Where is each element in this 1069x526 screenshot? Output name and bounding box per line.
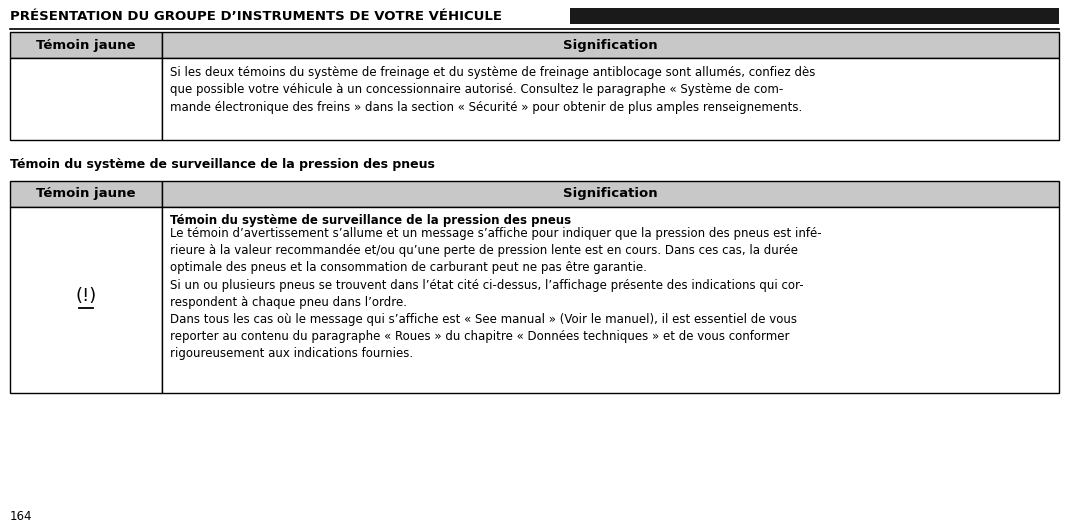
Bar — [162, 32, 1059, 58]
Text: Si les deux témoins du système de freinage et du système de freinage antiblocage: Si les deux témoins du système de freina… — [170, 66, 816, 114]
Text: Signification: Signification — [563, 187, 657, 200]
Text: Signification: Signification — [563, 38, 657, 52]
Text: Témoin du système de surveillance de la pression des pneus: Témoin du système de surveillance de la … — [170, 214, 571, 227]
Bar — [570, 8, 1059, 24]
Text: PRÉSENTATION DU GROUPE D’INSTRUMENTS DE VOTRE VÉHICULE: PRÉSENTATION DU GROUPE D’INSTRUMENTS DE … — [10, 9, 502, 23]
Bar — [162, 207, 1059, 393]
Text: (!): (!) — [76, 287, 96, 305]
Text: Témoin jaune: Témoin jaune — [36, 187, 136, 200]
Bar — [10, 32, 162, 58]
Text: 164: 164 — [10, 510, 32, 523]
Text: Témoin jaune: Témoin jaune — [36, 38, 136, 52]
Bar — [10, 58, 162, 140]
Bar — [162, 58, 1059, 140]
Text: Le témoin d’avertissement s’allume et un message s’affiche pour indiquer que la : Le témoin d’avertissement s’allume et un… — [170, 227, 822, 360]
Bar — [162, 181, 1059, 207]
Text: Témoin du système de surveillance de la pression des pneus: Témoin du système de surveillance de la … — [10, 158, 435, 171]
Bar — [10, 207, 162, 393]
Bar — [10, 181, 162, 207]
